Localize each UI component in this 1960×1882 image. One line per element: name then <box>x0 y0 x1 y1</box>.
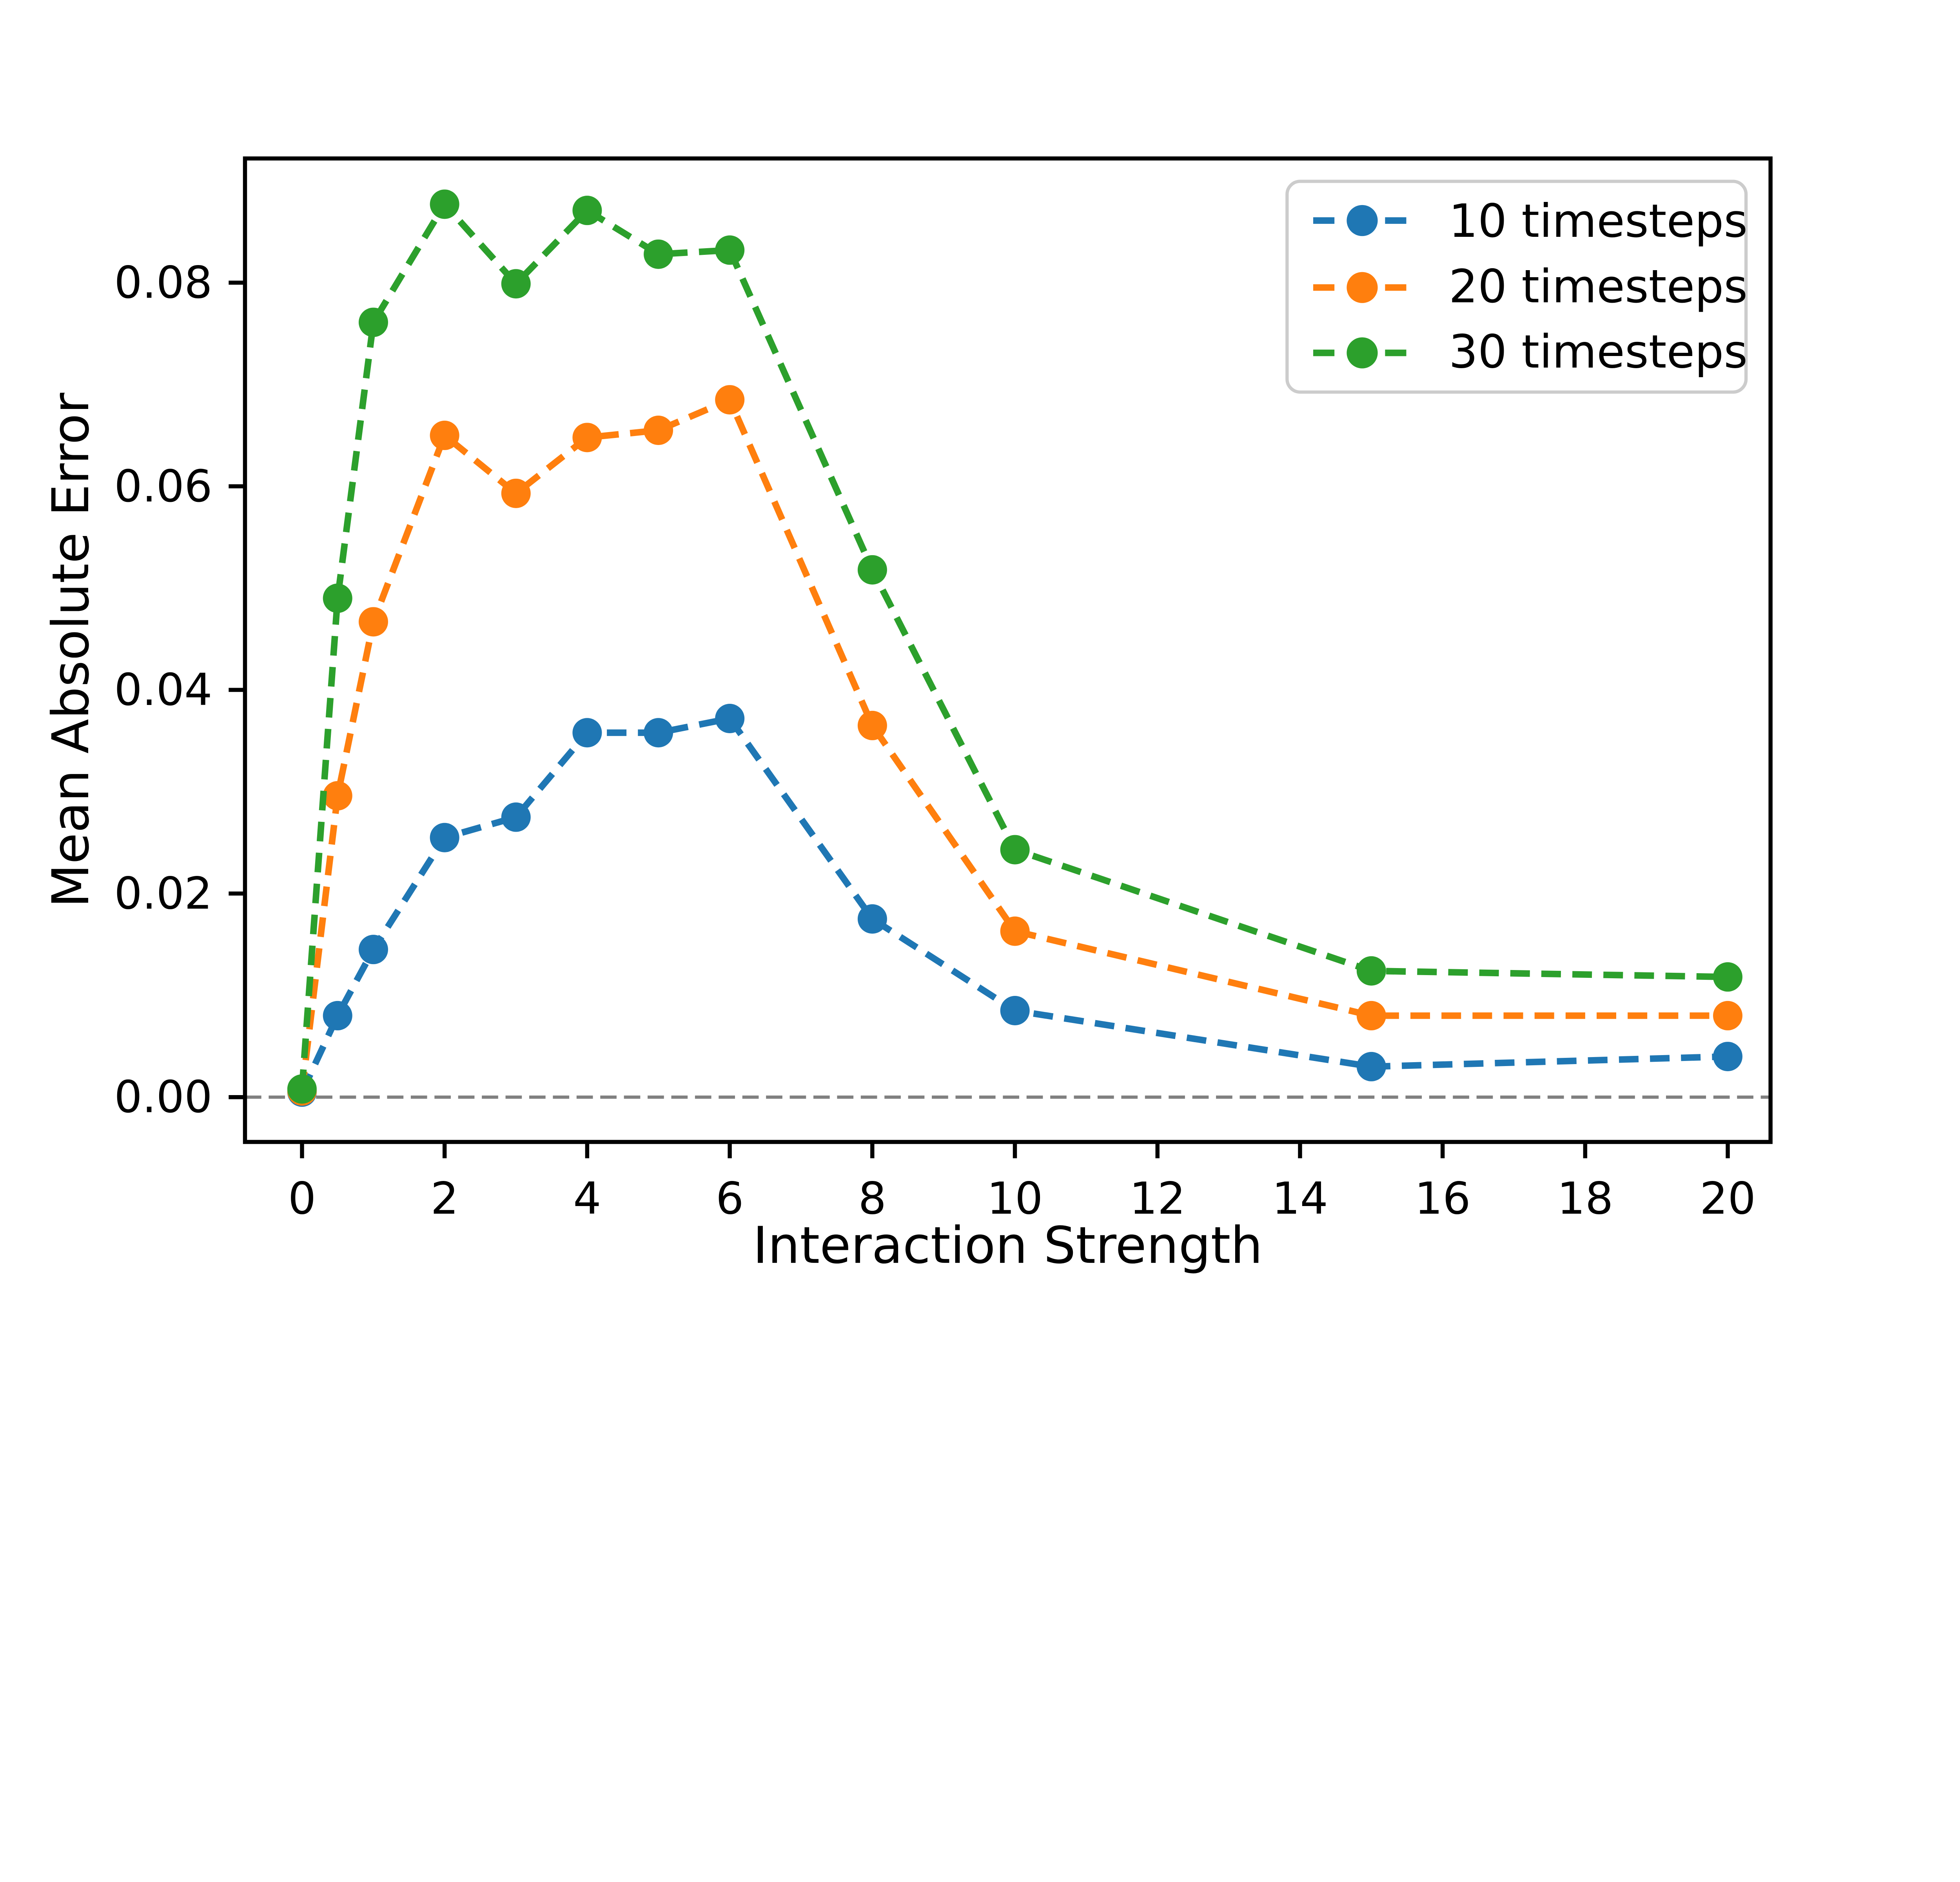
x-tick-label: 16 <box>1415 1173 1471 1224</box>
legend-label: 10 timesteps <box>1448 194 1748 248</box>
y-tick-label: 0.06 <box>114 461 212 512</box>
data-point-marker <box>501 269 531 299</box>
legend-entry: 30 timesteps <box>1308 322 1748 383</box>
x-tick-label: 4 <box>573 1173 601 1224</box>
y-tick-label: 0.02 <box>114 868 212 919</box>
data-point-marker <box>430 823 459 852</box>
data-point-marker <box>1713 1001 1742 1030</box>
legend-label: 30 timesteps <box>1448 325 1748 380</box>
data-point-marker <box>287 1074 317 1104</box>
x-tick-label: 10 <box>987 1173 1043 1224</box>
legend: 10 timesteps 20 timesteps 30 timesteps <box>1285 180 1748 394</box>
data-point-marker <box>857 710 887 740</box>
data-point-marker <box>644 239 673 269</box>
data-point-marker <box>715 235 745 265</box>
data-point-marker <box>1000 995 1030 1025</box>
x-tick-label: 8 <box>858 1173 887 1224</box>
y-tick-label: 0.00 <box>114 1072 212 1123</box>
x-tick-label: 18 <box>1557 1173 1613 1224</box>
data-point-marker <box>1000 916 1030 946</box>
legend-entry: 10 timesteps <box>1308 190 1748 252</box>
data-point-marker <box>715 703 745 733</box>
data-point-marker <box>501 478 531 508</box>
x-tick-label: 20 <box>1700 1173 1756 1224</box>
data-point-marker <box>1713 1042 1742 1072</box>
data-point-marker <box>359 307 388 337</box>
data-point-marker <box>572 423 602 452</box>
x-tick-label: 0 <box>288 1173 316 1224</box>
legend-line-marker-icon <box>1313 271 1411 302</box>
data-point-marker <box>1356 1052 1386 1081</box>
data-point-marker <box>572 718 602 748</box>
plot-border <box>243 156 1773 1144</box>
data-point-marker <box>1356 956 1386 986</box>
chart-canvas: 0 2 4 6 8 10 12 14 16 18 20 0.00 0.02 0.04 0.06 0.08 <box>114 156 1773 1224</box>
data-point-marker <box>857 904 887 934</box>
series-line-30-timesteps <box>299 198 1728 1090</box>
data-point-marker <box>323 781 352 811</box>
data-point-marker <box>430 189 459 219</box>
chart-figure: 0 2 4 6 8 10 12 14 16 18 20 0.00 0.02 0.04 0.06 0.08 Me… <box>42 156 1773 1276</box>
legend-entry: 20 timesteps <box>1308 256 1748 318</box>
x-tick-label: 6 <box>716 1173 744 1224</box>
data-point-marker <box>323 1001 352 1030</box>
data-point-marker <box>644 415 673 445</box>
data-point-marker <box>857 555 887 585</box>
legend-line-marker-icon <box>1313 205 1411 237</box>
x-tick-label: 14 <box>1272 1173 1328 1224</box>
data-point-marker <box>1000 835 1030 865</box>
data-point-marker <box>501 802 531 832</box>
x-tick-label: 12 <box>1129 1173 1185 1224</box>
data-point-marker <box>715 385 745 415</box>
data-point-marker <box>572 196 602 225</box>
legend-line-marker-icon <box>1313 337 1411 368</box>
data-point-marker <box>359 607 388 637</box>
y-tick-label: 0.04 <box>114 664 212 716</box>
x-axis-title: Interaction Strength <box>753 1217 1263 1276</box>
y-axis-title: Mean Absolute Error <box>42 392 102 908</box>
data-point-marker <box>1356 1001 1386 1030</box>
series-line-10-timesteps <box>299 715 1728 1094</box>
data-point-marker <box>359 935 388 965</box>
legend-label: 20 timesteps <box>1448 260 1748 314</box>
data-point-marker <box>644 718 673 748</box>
series-line-20-timesteps <box>299 395 1728 1092</box>
x-tick-label: 2 <box>430 1173 459 1224</box>
data-point-marker <box>430 420 459 450</box>
data-point-marker <box>323 583 352 613</box>
data-point-marker <box>1713 962 1742 992</box>
y-tick-label: 0.08 <box>114 257 212 308</box>
